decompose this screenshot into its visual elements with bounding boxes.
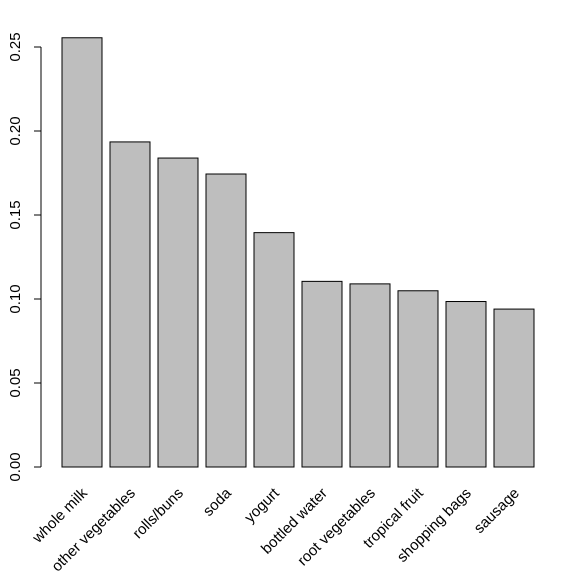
y-tick-label: 0.15	[7, 200, 24, 229]
y-tick-label: 0.00	[7, 452, 24, 481]
bar-yogurt	[253, 232, 295, 468]
category-label: soda	[200, 484, 235, 519]
bar-rolls-buns	[157, 157, 199, 468]
bar-bottled-water	[301, 280, 343, 468]
bar-root-vegetables	[349, 283, 391, 468]
category-label: other vegetables	[48, 485, 138, 575]
category-label: sausage	[471, 485, 523, 537]
bar-tropical-fruit	[397, 290, 439, 468]
category-label: yogurt	[241, 484, 283, 526]
y-tick-label: 0.10	[7, 284, 24, 313]
y-tick-label: 0.05	[7, 368, 24, 397]
y-tick-label: 0.25	[7, 32, 24, 61]
bar-whole-milk	[61, 37, 103, 468]
category-label: rolls/buns	[129, 485, 186, 542]
bar-shopping-bags	[445, 301, 487, 468]
y-tick-label: 0.20	[7, 116, 24, 145]
y-axis: 0.00 0.05 0.10 0.15 0.20 0.25	[7, 32, 42, 482]
bar-other-vegetables	[109, 141, 151, 468]
bars	[61, 37, 535, 468]
bar-sausage	[493, 308, 535, 468]
bar-soda	[205, 173, 247, 468]
